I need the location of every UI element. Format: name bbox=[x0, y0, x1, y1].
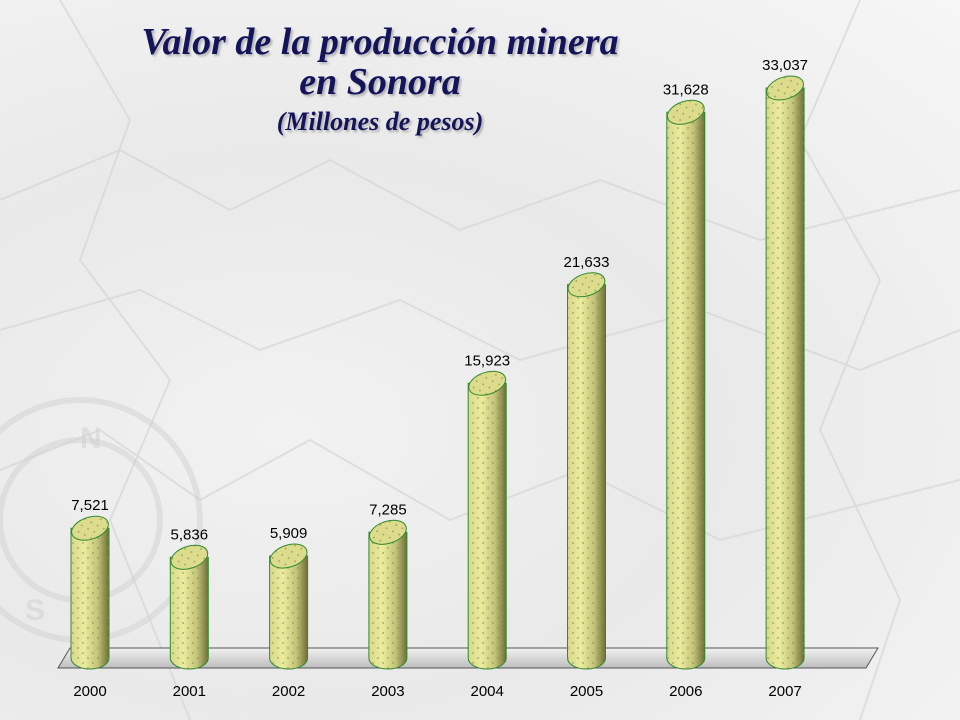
data-label-2003: 7,285 bbox=[369, 501, 407, 518]
data-label-2005: 21,633 bbox=[564, 254, 610, 271]
x-tick-label-2004: 2004 bbox=[471, 683, 504, 700]
bar-2007 bbox=[765, 75, 805, 670]
data-label-2000: 7,521 bbox=[71, 497, 109, 514]
bar-2004 bbox=[467, 370, 507, 670]
x-tick-label-2003: 2003 bbox=[371, 683, 404, 700]
x-tick-label-2006: 2006 bbox=[669, 683, 702, 700]
chart-title-line-2: en Sonora bbox=[299, 61, 461, 103]
compass-south-letter: S bbox=[25, 594, 45, 627]
x-tick-label-2001: 2001 bbox=[173, 683, 206, 700]
x-tick-label-2005: 2005 bbox=[570, 683, 603, 700]
x-tick-label-2000: 2000 bbox=[73, 683, 106, 700]
data-label-2002: 5,909 bbox=[270, 525, 308, 542]
chart-subtitle: (Millones de pesos) bbox=[276, 107, 484, 136]
x-tick-label-2007: 2007 bbox=[768, 683, 801, 700]
x-tick-label-2002: 2002 bbox=[272, 683, 305, 700]
chart-title-block: Valor de la producción minera en Sonora … bbox=[100, 22, 660, 140]
bar-2006 bbox=[666, 99, 706, 670]
bar-2003 bbox=[368, 519, 408, 670]
bar-2000 bbox=[70, 515, 110, 670]
bar-2001 bbox=[169, 544, 209, 670]
data-label-2007: 33,037 bbox=[762, 57, 808, 74]
data-label-2004: 15,923 bbox=[464, 352, 510, 369]
data-label-2006: 31,628 bbox=[663, 81, 709, 98]
bar-2002 bbox=[269, 543, 309, 670]
bar-2005 bbox=[567, 272, 606, 670]
chart-title-line-1: Valor de la producción minera bbox=[141, 21, 619, 63]
compass-north-letter: N bbox=[80, 422, 102, 455]
data-label-2001: 5,836 bbox=[171, 526, 209, 543]
